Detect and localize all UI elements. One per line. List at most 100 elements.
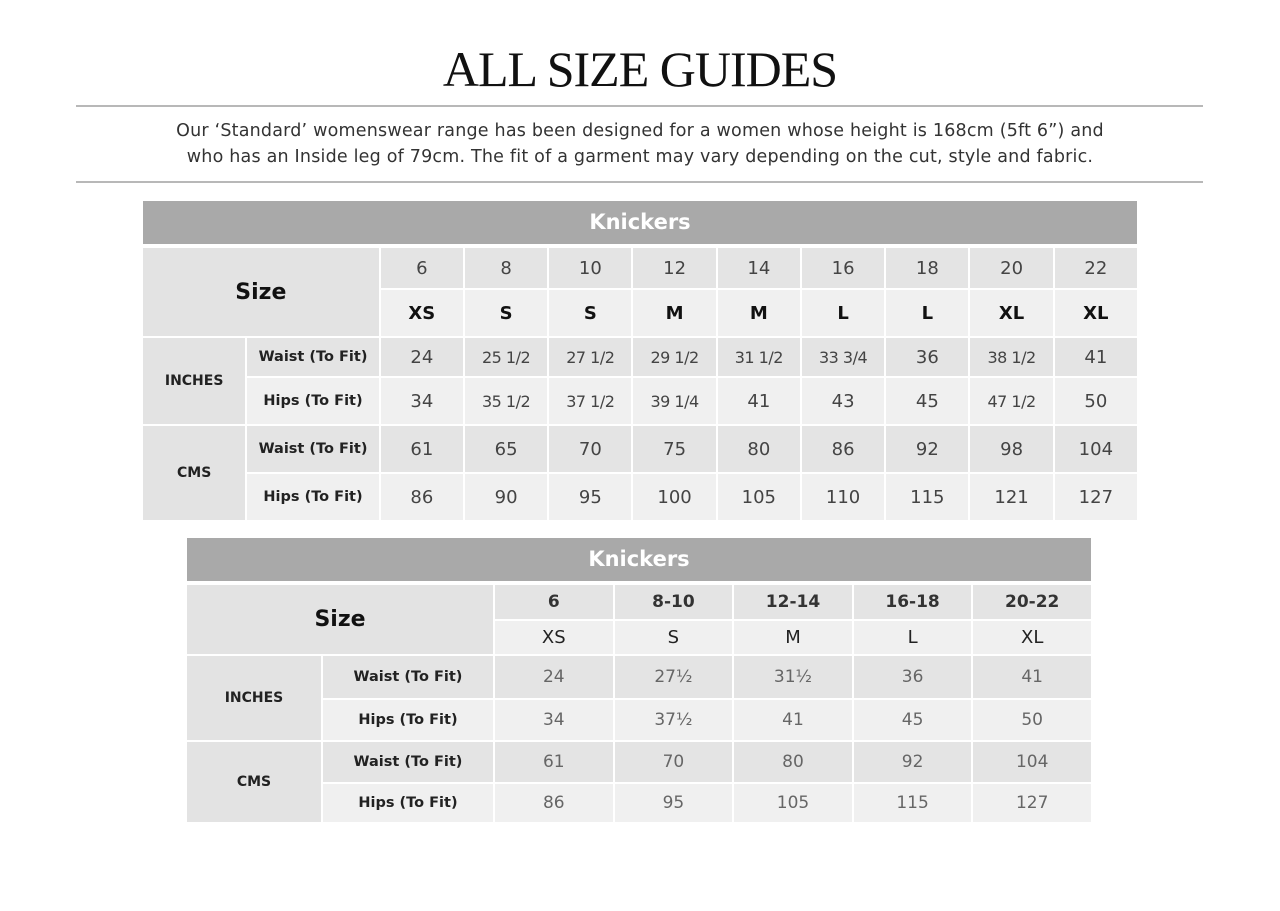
measurement-value: 61 — [495, 742, 615, 784]
measurement-value: 31½ — [734, 656, 854, 700]
table-row: CMS Waist (To Fit) 61 70 80 92 104 — [187, 742, 1093, 824]
size-number: 10 — [549, 248, 634, 290]
measurement-value: 90 — [464, 474, 550, 522]
measurement-value: 65 — [464, 426, 550, 474]
size-letter: L — [886, 290, 971, 338]
measurement-value: 95 — [614, 784, 735, 824]
measurement-value: 86 — [495, 784, 615, 824]
measurement-value: 127 — [1054, 474, 1139, 522]
size-number: 8-10 — [614, 585, 735, 621]
measurement-value: 92 — [853, 742, 974, 784]
table-title: Knickers — [143, 201, 1137, 244]
table-title: Knickers — [187, 538, 1091, 581]
measurement-value: 43 — [801, 378, 887, 426]
measurement-value: 121 — [970, 474, 1055, 522]
measurement-value: 41 — [1054, 338, 1139, 378]
size-number: 14 — [717, 248, 802, 290]
measurement-label: Waist (To Fit) — [323, 742, 495, 784]
measurement-value: 27 1/2 — [549, 338, 634, 378]
size-number: 22 — [1054, 248, 1139, 290]
measurement-label: Waist (To Fit) — [323, 656, 495, 700]
measurement-value: 70 — [614, 742, 735, 784]
size-letter: XL — [973, 621, 1093, 656]
letter-row: XS S S M M L L XL XL — [143, 290, 1139, 338]
measurement-value: 86 — [801, 426, 887, 474]
measurement-value: 25 1/2 — [464, 338, 550, 378]
measurement-value: 110 — [801, 474, 887, 522]
measurement-value: 36 — [886, 338, 971, 378]
size-letter: M — [633, 290, 718, 338]
measurement-value: 115 — [886, 474, 971, 522]
measurement-label: Waist (To Fit) — [247, 426, 381, 474]
measurement-value: 100 — [633, 474, 718, 522]
measurement-value: 115 — [853, 784, 974, 824]
measurement-value: 61 — [380, 426, 465, 474]
measurement-value: 41 — [717, 378, 802, 426]
letter-row: XS S M L XL — [187, 621, 1093, 656]
divider — [76, 181, 1203, 183]
size-number: 6 — [495, 585, 615, 621]
size-table-detailed: Size 6 8 10 12 14 16 18 20 22 XS S S M M L L XL XL INCHES Wa… — [143, 248, 1139, 522]
measurement-value: 105 — [717, 474, 802, 522]
unit-group-label: INCHES — [187, 656, 323, 742]
size-letter: S — [549, 290, 634, 338]
measurement-label: Waist (To Fit) — [247, 338, 381, 378]
measurement-value: 50 — [1054, 378, 1139, 426]
measurement-value: 41 — [734, 700, 854, 742]
size-letter: M — [717, 290, 802, 338]
size-letter: XL — [1054, 290, 1139, 338]
measurement-value: 33 3/4 — [801, 338, 887, 378]
measurement-value: 70 — [549, 426, 634, 474]
measurement-value: 50 — [973, 700, 1093, 742]
measurement-value: 47 1/2 — [970, 378, 1055, 426]
size-number: 8 — [464, 248, 550, 290]
measurement-value: 104 — [1054, 426, 1139, 474]
measurement-value: 104 — [973, 742, 1093, 784]
measurement-value: 24 — [495, 656, 615, 700]
intro-line: Our ‘Standard’ womenswear range has been… — [176, 121, 1104, 141]
measurement-label: Hips (To Fit) — [323, 700, 495, 742]
measurement-value: 127 — [973, 784, 1093, 824]
size-row: Size 6 8-10 12-14 16-18 20-22 — [187, 585, 1093, 656]
measurement-value: 80 — [734, 742, 854, 784]
size-header: Size — [187, 585, 495, 656]
measurement-value: 31 1/2 — [717, 338, 802, 378]
measurement-value: 29 1/2 — [633, 338, 718, 378]
size-number: 12-14 — [734, 585, 854, 621]
measurement-value: 37 1/2 — [549, 378, 634, 426]
size-header: Size — [143, 248, 381, 338]
table-row: Hips (To Fit) 34 37½ 41 45 50 — [187, 700, 1093, 742]
measurement-value: 39 1/4 — [633, 378, 718, 426]
size-number: 16 — [801, 248, 887, 290]
table-row: Hips (To Fit) 86 95 105 115 127 — [187, 784, 1093, 824]
measurement-value: 105 — [734, 784, 854, 824]
measurement-value: 41 — [973, 656, 1093, 700]
intro-line: who has an Inside leg of 79cm. The fit o… — [186, 147, 1094, 167]
size-number: 20 — [970, 248, 1055, 290]
table-row: INCHES Waist (To Fit) 24 25 1/2 27 1/2 29 1/2… — [143, 338, 1139, 426]
size-letter: L — [853, 621, 974, 656]
size-number: 16-18 — [853, 585, 974, 621]
size-table-grouped: Size 6 8-10 12-14 16-18 20-22 XS S M L XL INCHES Wai… — [187, 585, 1093, 824]
size-letter: XS — [495, 621, 615, 656]
measurement-label: Hips (To Fit) — [247, 378, 381, 426]
page-title: ALL SIZE GUIDES — [442, 41, 838, 97]
intro-text: Our ‘Standard’ womenswear range has been… — [0, 118, 1280, 170]
measurement-value: 98 — [970, 426, 1055, 474]
table-row: Hips (To Fit) 86 90 95 100 105 110 115 121 127 — [143, 474, 1139, 522]
measurement-value: 75 — [633, 426, 718, 474]
measurement-value: 95 — [549, 474, 634, 522]
size-letter: M — [734, 621, 854, 656]
measurement-label: Hips (To Fit) — [247, 474, 381, 522]
measurement-value: 27½ — [614, 656, 735, 700]
unit-group-label: CMS — [187, 742, 323, 824]
table-row: INCHES Waist (To Fit) 24 27½ 31½ 36 41 — [187, 656, 1093, 742]
size-row: Size 6 8 10 12 14 16 18 20 22 — [143, 248, 1139, 338]
size-letter: L — [801, 290, 887, 338]
size-letter: S — [464, 290, 550, 338]
unit-group-label: CMS — [143, 426, 248, 522]
table-row: Hips (To Fit) 34 35 1/2 37 1/2 39 1/4 41 43 45 4… — [143, 378, 1139, 426]
measurement-value: 36 — [853, 656, 974, 700]
size-number: 6 — [380, 248, 465, 290]
size-letter: XL — [970, 290, 1055, 338]
